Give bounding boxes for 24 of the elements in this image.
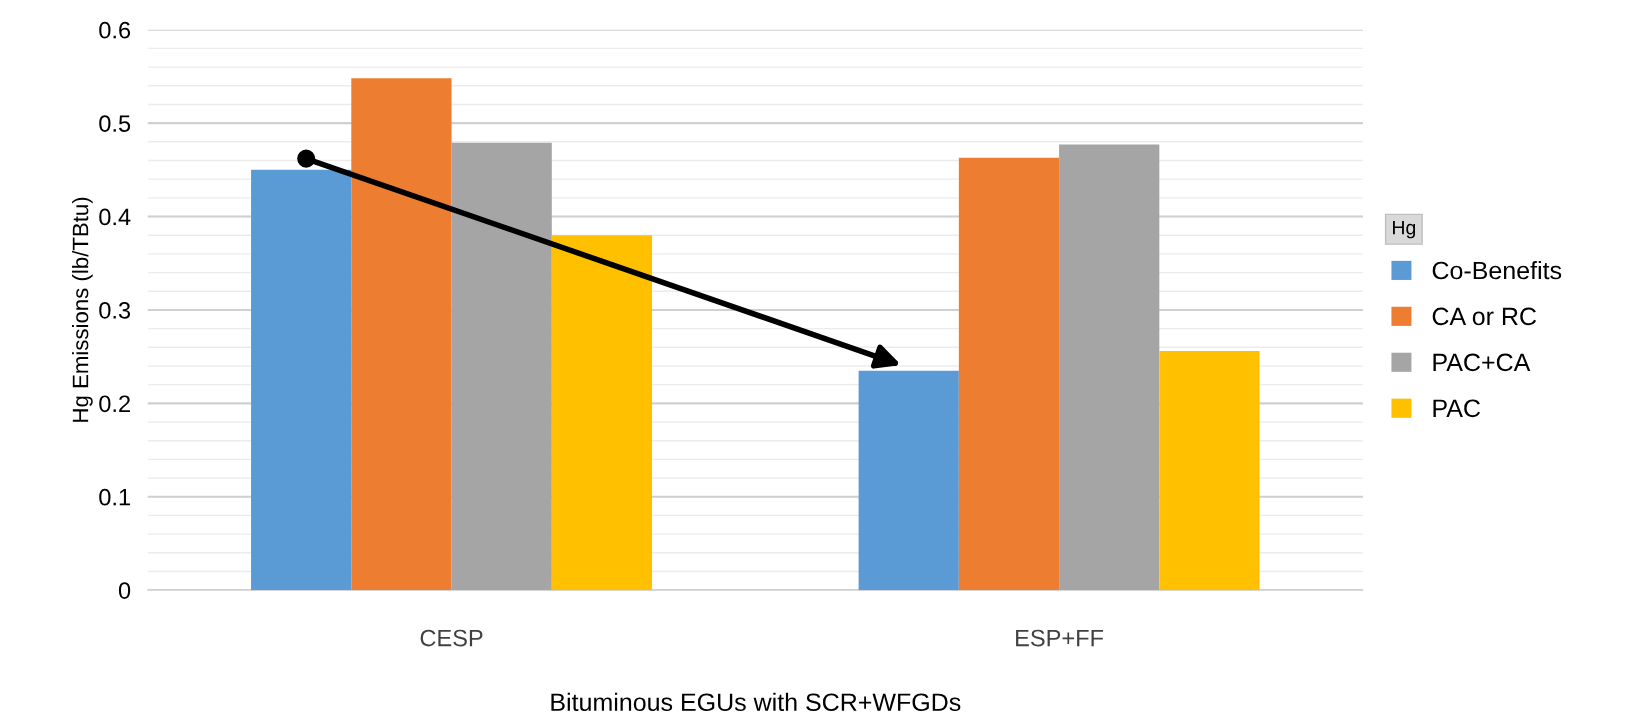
- legend-label: PAC+CA: [1433, 353, 1531, 372]
- bar: [551, 235, 653, 591]
- y-tick-label: 0.4: [99, 208, 131, 226]
- bar: [351, 78, 452, 591]
- y-tick-label: 0: [118, 582, 131, 599]
- bar: [1059, 144, 1160, 591]
- bar: [251, 169, 352, 591]
- y-tick-label: 0.2: [99, 395, 130, 413]
- legend-title: Hg: [1393, 220, 1416, 239]
- bar: [958, 157, 1060, 591]
- x-axis-title: Bituminous EGUs with SCR+WFGDs: [551, 692, 961, 712]
- legend-label: PAC: [1433, 399, 1481, 418]
- x-tick-label: CESP: [420, 629, 483, 647]
- bar: [1159, 351, 1260, 591]
- legend-label: Co-Benefits: [1432, 260, 1562, 280]
- legend-label: CA or RC: [1432, 307, 1537, 326]
- bar: [858, 370, 959, 591]
- y-tick-label: 0.1: [99, 488, 130, 506]
- y-tick-label: 0.3: [99, 302, 131, 319]
- bar: [451, 142, 552, 591]
- y-tick-label: 0.5: [99, 115, 131, 132]
- x-tick-label: ESP+FF: [1016, 629, 1104, 647]
- y-tick-label: 0.6: [99, 21, 131, 39]
- y-axis-title: Hg Emissions (lb/TBtu): [72, 197, 93, 422]
